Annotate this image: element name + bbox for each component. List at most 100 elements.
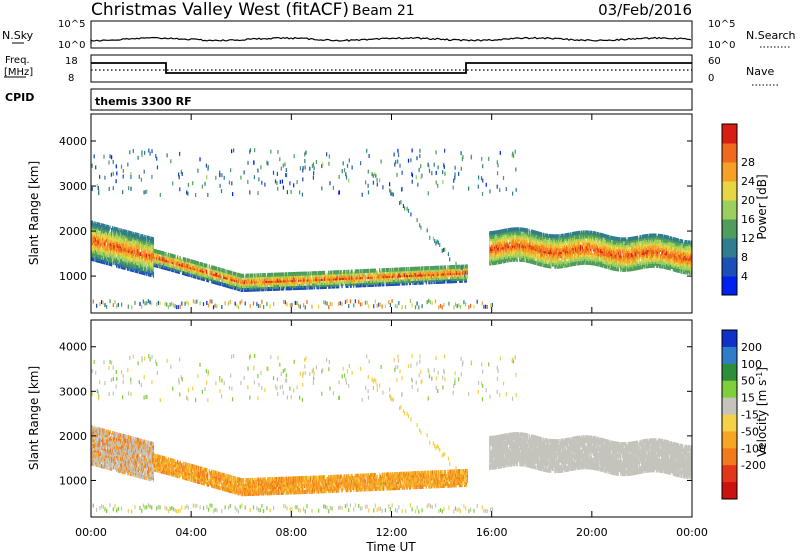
power-cell-1113	[158, 250, 160, 255]
power-cell-2623	[369, 283, 371, 287]
power-cell-1689	[237, 279, 240, 283]
power-cell-1129	[161, 257, 163, 261]
power-cell-2923	[409, 267, 412, 271]
power-cell-755	[134, 260, 136, 265]
power-cell-892	[142, 260, 145, 265]
power-cell-1270	[180, 264, 182, 269]
power-cell-92	[96, 252, 98, 257]
power-cell-1710	[240, 277, 242, 282]
power-cell-719	[131, 233, 134, 238]
power-cell-448	[117, 250, 119, 254]
power-cell-3936	[527, 255, 529, 259]
power-cell-4033	[533, 242, 535, 247]
power-cell-1046	[151, 247, 154, 252]
power-cell-3578	[503, 243, 505, 248]
power-cell-2217	[311, 275, 313, 280]
power-cell-2634	[369, 272, 372, 277]
power-cell-630	[127, 250, 129, 255]
power-cell-1723	[242, 273, 244, 278]
power-cell-3503	[499, 252, 501, 256]
power-cell-3040	[425, 276, 427, 281]
power-cell-176	[100, 225, 102, 229]
power-cell-3349	[489, 249, 491, 254]
power-cell-3499	[498, 229, 500, 234]
power-cell-2801	[393, 279, 395, 284]
power-cell-2342	[328, 276, 331, 281]
power-cell-2727	[382, 268, 384, 273]
power-cell-1618	[227, 270, 230, 274]
power-cell-3563	[502, 245, 504, 250]
power-cell-2063	[289, 284, 291, 289]
power-cell-2530	[355, 283, 357, 288]
power-cell-725	[132, 256, 134, 261]
power-cell-2069	[289, 272, 291, 277]
power-cell-2075	[290, 272, 292, 277]
power-cell-2269	[318, 281, 321, 286]
power-cell-3371	[490, 249, 493, 254]
power-cell-523	[121, 243, 124, 247]
power-cell-186	[101, 223, 103, 228]
power-cell-815	[137, 241, 139, 246]
power-cell-1051	[151, 236, 154, 241]
power-cell-1137	[162, 251, 164, 256]
power-cell-3867	[522, 235, 524, 240]
power-cell-1883	[265, 283, 267, 288]
power-cell-386	[113, 226, 115, 231]
power-cell-3896	[524, 228, 526, 232]
power-cell-1891	[266, 275, 268, 279]
power-cell-723	[132, 262, 134, 267]
power-cell-2529	[354, 269, 357, 274]
power-cell-1789	[251, 273, 253, 278]
power-cell-1198	[170, 259, 172, 264]
power-cell-2604	[366, 283, 368, 288]
power-cell-4010	[532, 260, 534, 265]
power-cell-877	[141, 266, 144, 271]
power-cell-1944	[273, 286, 276, 291]
power-cell-1350	[191, 259, 193, 264]
power-cell-102	[96, 223, 98, 228]
power-cell-1403	[197, 269, 200, 274]
power-cell-709	[131, 261, 134, 266]
power-cell-1300	[184, 257, 186, 262]
power-cell-3858	[522, 258, 524, 263]
power-cell-3968	[529, 239, 531, 244]
nsearch-tick-bottom: 10^0	[708, 40, 735, 51]
power-cell-1844	[259, 273, 261, 278]
power-cell-3961	[529, 255, 531, 260]
nsky-label: N.Sky	[2, 29, 34, 42]
power-cell-2405	[336, 270, 338, 275]
power-cell-2866	[402, 275, 404, 280]
power-cell-1488	[210, 273, 212, 278]
freq-tick-top: 18	[65, 56, 78, 67]
power-cell-3148	[439, 265, 442, 270]
power-cell-3298	[459, 268, 462, 273]
power-cell-2701	[379, 270, 381, 275]
power-cell-2511	[352, 271, 354, 276]
power-cell-866	[141, 254, 143, 259]
power-cell-374	[113, 259, 115, 263]
power-cell-476	[119, 252, 121, 257]
power-cell-503	[121, 254, 123, 259]
power-cell-3260	[454, 269, 457, 273]
power-cell-794	[136, 232, 138, 237]
power-cell-2324	[326, 278, 328, 283]
power-cell-2704	[379, 278, 382, 283]
power-cell-1637	[230, 270, 232, 275]
power-cell-3646	[508, 248, 510, 253]
power-cell-3967	[529, 241, 531, 246]
power-cell-1759	[247, 277, 250, 282]
power-cell-3553	[501, 235, 503, 240]
power-cell-2391	[334, 270, 336, 275]
power-cell-968	[147, 256, 150, 261]
power-cell-1515	[213, 265, 215, 270]
power-cell-2408	[337, 280, 339, 285]
power-cell-4077	[535, 230, 538, 235]
power-cell-3953	[528, 241, 530, 245]
power-cell-1182	[167, 252, 170, 257]
power-cell-391	[114, 251, 116, 256]
power-cell-2152	[301, 271, 303, 276]
power-cell-3030	[424, 270, 426, 275]
power-cell-2351	[329, 270, 331, 275]
power-cell-1575	[222, 282, 225, 287]
power-cell-68	[94, 235, 96, 240]
